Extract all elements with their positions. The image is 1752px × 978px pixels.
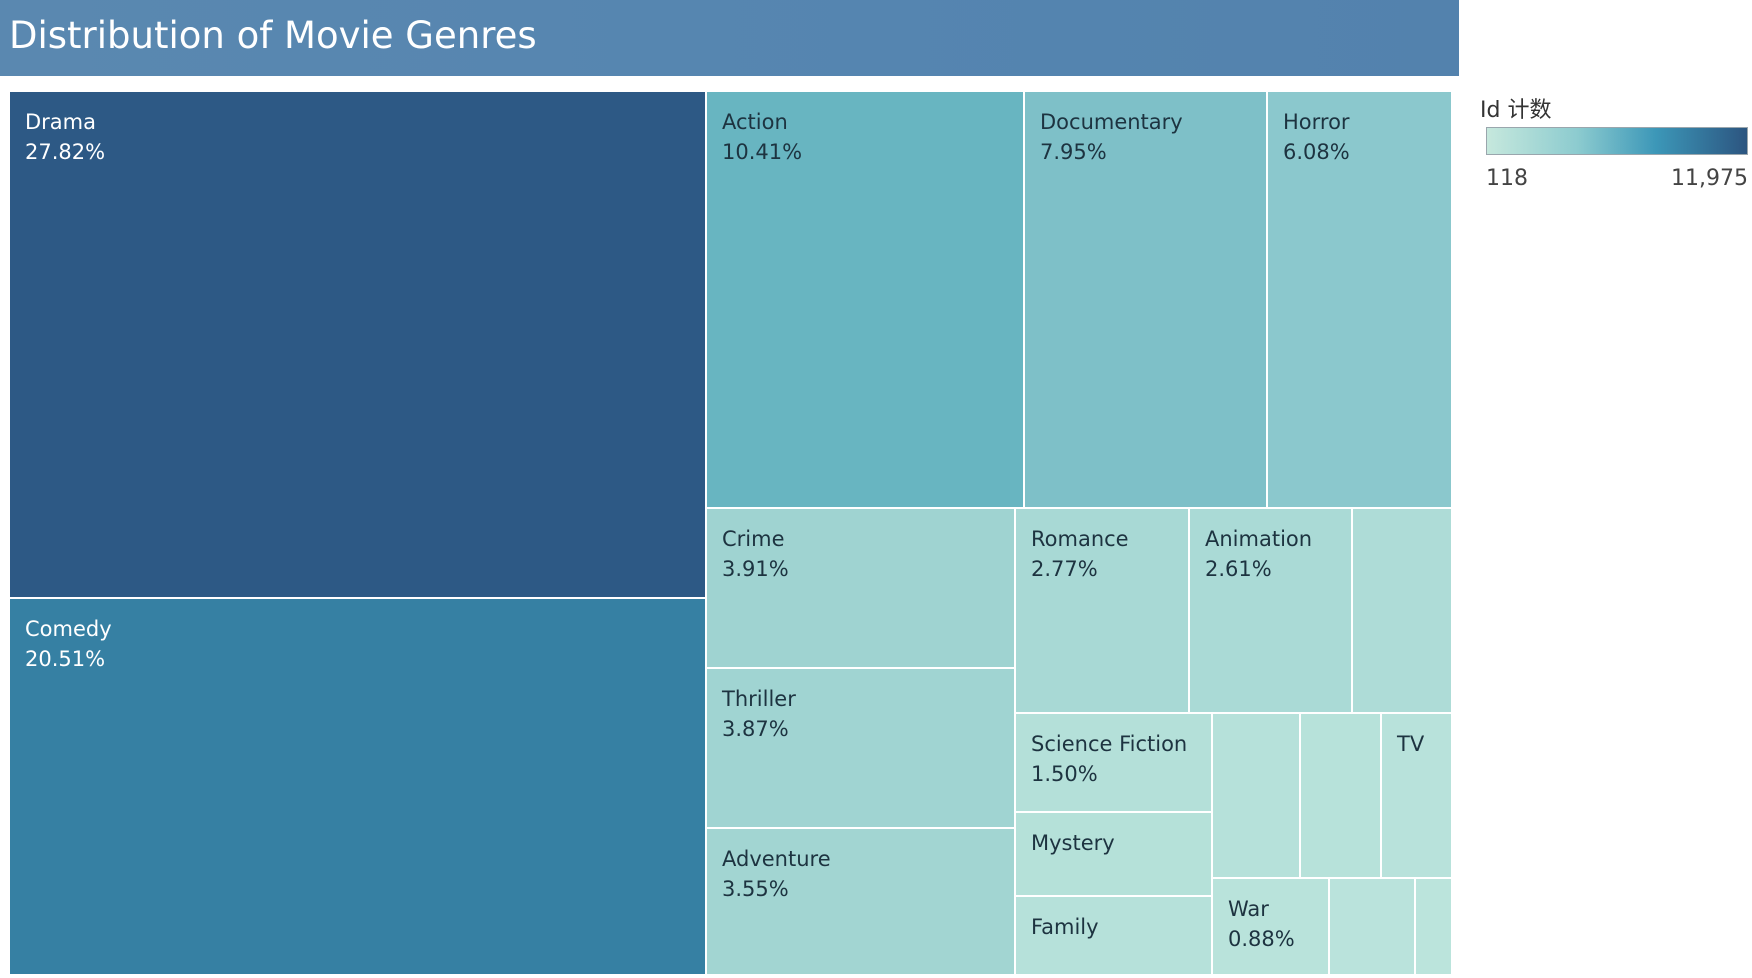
treemap-cell-percent: 10.41% (722, 140, 802, 164)
legend-min-label: 118 (1486, 166, 1528, 191)
treemap-cell[interactable]: Animation 2.61% (1188, 507, 1353, 714)
treemap-cell-name: Mystery (1031, 831, 1115, 855)
treemap-cell-rect[interactable] (1211, 712, 1301, 879)
treemap-chart: Drama 27.82% Comedy 20.51% Action 10.41% Docum… (8, 90, 1453, 976)
treemap-cell-name: TV (1396, 732, 1425, 756)
legend-color-ramp (1486, 127, 1748, 155)
treemap-cell-name: Thriller (721, 687, 796, 711)
treemap-cell-rect[interactable] (8, 597, 707, 976)
legend-title: Id 计数 (1480, 98, 1552, 123)
treemap-cell-percent: 0.88% (1228, 927, 1295, 951)
treemap-cell[interactable]: Comedy 20.51% (8, 597, 707, 976)
treemap-cell[interactable]: Mystery (1014, 811, 1213, 897)
treemap-cell-rect[interactable] (8, 90, 707, 599)
treemap-cell[interactable]: Action 10.41% (705, 90, 1025, 509)
treemap-cell-percent: 2.77% (1031, 557, 1098, 581)
treemap-cell-rect[interactable] (1328, 877, 1416, 976)
treemap-cell-percent: 3.55% (722, 877, 789, 901)
treemap-cell-name: Drama (25, 110, 96, 134)
treemap-cell-percent: 20.51% (25, 647, 105, 671)
treemap-cell-rect[interactable] (1299, 712, 1382, 879)
treemap-cell-rect[interactable] (1014, 811, 1213, 897)
treemap-cell-rect[interactable] (1211, 877, 1330, 976)
treemap-cell-name: Adventure (722, 847, 831, 871)
treemap-cell-name: Family (1031, 915, 1099, 939)
treemap-cell-name: Romance (1031, 527, 1129, 551)
treemap-cell-name: War (1228, 897, 1269, 921)
treemap-cell-rect[interactable] (705, 90, 1025, 509)
treemap-cell-name: Documentary (1040, 110, 1183, 134)
treemap-cell[interactable]: Horror 6.08% (1266, 90, 1453, 509)
treemap-cell-percent: 2.61% (1205, 557, 1272, 581)
treemap-cell-rect[interactable] (1380, 712, 1453, 879)
treemap-cell-rect[interactable] (705, 667, 1016, 829)
treemap-cell-percent: 27.82% (25, 140, 105, 164)
treemap-cell-rect[interactable] (1188, 507, 1353, 714)
treemap-cell[interactable] (1328, 877, 1416, 976)
treemap-cell[interactable]: TV (1380, 712, 1453, 879)
treemap-cell-rect[interactable] (1266, 90, 1453, 509)
treemap-cell[interactable] (1211, 712, 1301, 879)
treemap-cell-name: Action (722, 110, 788, 134)
treemap-cell[interactable]: Family (1014, 895, 1213, 976)
treemap-cell[interactable]: War 0.88% (1211, 877, 1330, 976)
treemap-cell[interactable] (1299, 712, 1382, 879)
treemap-cell-percent: 6.08% (1283, 140, 1350, 164)
treemap-cell[interactable]: Adventure 3.55% (705, 827, 1016, 976)
treemap-cell-percent: 7.95% (1040, 140, 1107, 164)
treemap-cell-rect[interactable] (1414, 877, 1453, 976)
treemap-cell-rect[interactable] (1014, 507, 1190, 714)
treemap-cell-name: Horror (1283, 110, 1350, 134)
legend-max-label: 11,975 (1671, 166, 1748, 191)
treemap-cell-rect[interactable] (705, 507, 1016, 669)
treemap-cell-percent: 3.91% (722, 557, 789, 581)
treemap-cell[interactable]: Romance 2.77% (1014, 507, 1190, 714)
treemap-cell-name: Crime (722, 527, 785, 551)
treemap-cell-rect[interactable] (1351, 507, 1453, 714)
treemap-cell[interactable]: Documentary 7.95% (1023, 90, 1268, 509)
chart-title: Distribution of Movie Genres (9, 14, 537, 57)
treemap-cell[interactable]: Drama 27.82% (8, 90, 707, 599)
title-bar: Distribution of Movie Genres (0, 0, 1459, 76)
treemap-cell-percent: 3.87% (722, 717, 789, 741)
treemap-cell[interactable] (1351, 507, 1453, 714)
treemap-cell[interactable]: Science Fiction 1.50% (1014, 712, 1213, 813)
treemap-cell-rect[interactable] (705, 827, 1016, 976)
treemap-cell-rect[interactable] (1014, 895, 1213, 976)
treemap-cell-name: Science Fiction (1031, 732, 1187, 756)
treemap-cell[interactable]: Crime 3.91% (705, 507, 1016, 669)
treemap-cell[interactable]: Thriller 3.87% (705, 667, 1016, 829)
treemap-cell-percent: 1.50% (1031, 762, 1098, 786)
treemap-cell[interactable] (1414, 877, 1453, 976)
treemap-cell-name: Comedy (25, 617, 112, 641)
treemap-cell-name: Animation (1205, 527, 1312, 551)
